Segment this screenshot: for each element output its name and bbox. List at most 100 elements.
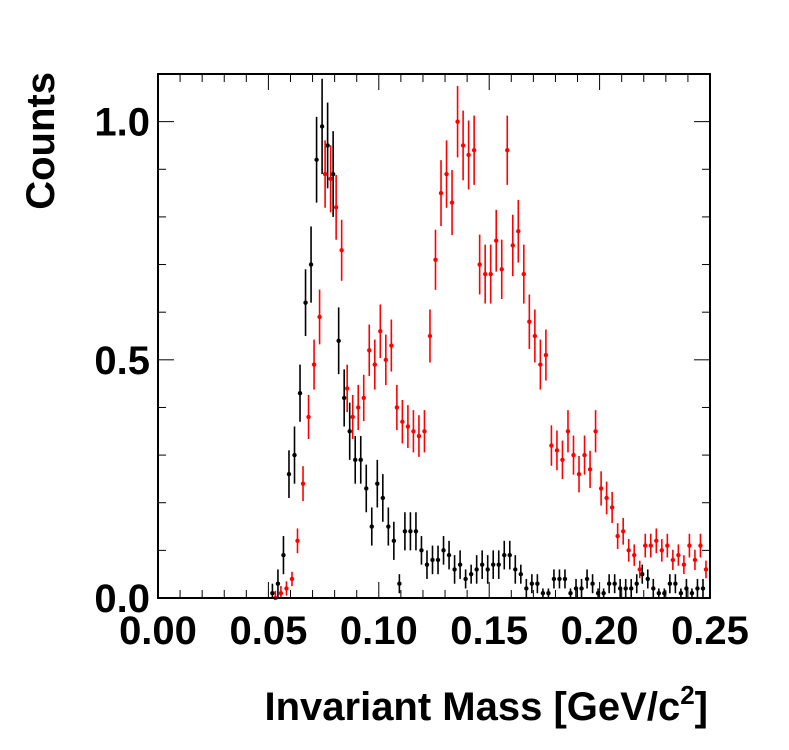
data-point-red — [438, 190, 444, 196]
data-point-red — [482, 271, 488, 277]
data-point-red — [433, 257, 438, 262]
data-point-red — [681, 562, 687, 567]
data-point-red — [576, 471, 582, 477]
data-point-red — [361, 395, 366, 401]
data-point-black — [568, 591, 573, 596]
x-tick-label: 0.20 — [561, 609, 639, 653]
data-point-red — [654, 538, 659, 544]
data-point-black — [496, 562, 501, 567]
data-point-red — [560, 457, 565, 463]
data-point-black — [606, 581, 612, 586]
data-point-red — [367, 348, 372, 353]
data-point-black — [695, 586, 700, 591]
data-point-red — [460, 143, 466, 148]
data-point-black — [419, 548, 424, 553]
data-point-red — [692, 557, 698, 563]
data-point-red — [554, 448, 560, 453]
data-point-red — [284, 586, 289, 591]
data-point-red — [494, 238, 499, 243]
y-tick-label: 0.0 — [94, 577, 150, 621]
data-point-red — [455, 119, 460, 124]
data-point-black — [562, 576, 568, 582]
data-point-red — [521, 271, 527, 277]
data-point-black — [380, 495, 386, 501]
data-point-black — [336, 338, 341, 343]
x-axis-title: Invariant Mass [GeV/c2] — [264, 680, 708, 729]
data-point-red — [306, 414, 311, 420]
series-black — [270, 78, 706, 598]
data-point-black — [502, 552, 507, 558]
data-point-red — [598, 486, 604, 491]
data-point-black — [397, 581, 402, 586]
data-point-red — [659, 548, 665, 553]
data-point-red — [356, 405, 361, 410]
x-tick-label: 0.05 — [229, 609, 307, 653]
data-point-red — [278, 591, 284, 596]
data-point-red — [582, 452, 587, 458]
data-point-black — [314, 157, 319, 162]
data-point-black — [330, 171, 336, 177]
y-axis-title: Counts — [19, 72, 63, 210]
data-point-black — [386, 524, 391, 529]
data-point-red — [416, 433, 422, 439]
data-point-red — [449, 200, 455, 205]
data-point-black — [684, 586, 689, 591]
data-point-red — [328, 176, 333, 181]
data-point-red — [405, 424, 411, 429]
data-point-black — [347, 429, 352, 434]
data-point-red — [300, 481, 306, 486]
data-point-black — [491, 562, 496, 567]
data-point-red — [378, 329, 383, 334]
data-point-black — [375, 481, 380, 486]
data-point-red — [471, 148, 477, 153]
data-point-black — [286, 471, 292, 477]
data-point-black — [634, 581, 639, 586]
data-point-black — [463, 576, 468, 582]
y-tick-label: 1.0 — [94, 101, 150, 145]
data-point-black — [297, 390, 303, 396]
data-point-black — [441, 548, 446, 553]
data-point-black — [402, 529, 408, 534]
data-point-black — [369, 524, 374, 529]
data-point-red — [698, 543, 703, 548]
data-point-red — [703, 567, 709, 572]
y-tick-labels: 0.0 0.5 1.0 — [94, 101, 150, 621]
data-point-black — [546, 591, 551, 596]
data-point-black — [640, 571, 645, 577]
data-point-black — [452, 567, 457, 572]
data-point-black — [413, 529, 419, 534]
data-point-black — [673, 581, 678, 586]
x-tick-label: 0.00 — [119, 609, 197, 653]
data-point-black — [364, 486, 369, 491]
data-point-black — [667, 581, 673, 586]
data-point-red — [670, 557, 676, 563]
data-point-red — [505, 148, 510, 153]
data-point-red — [604, 495, 609, 501]
series-red — [273, 85, 709, 601]
data-point-black — [551, 576, 557, 582]
data-point-black — [584, 576, 590, 582]
data-point-red — [488, 271, 493, 277]
data-point-red — [643, 543, 648, 548]
data-point-red — [477, 262, 482, 267]
data-point-black — [446, 552, 452, 558]
data-point-red — [620, 529, 626, 534]
data-point-red — [637, 567, 642, 572]
data-point-red — [615, 533, 620, 539]
data-point-black — [645, 576, 650, 582]
data-point-black — [518, 571, 524, 577]
data-point-red — [626, 548, 631, 553]
data-point-black — [325, 143, 330, 148]
data-point-black — [573, 586, 579, 591]
data-point-black — [529, 581, 535, 586]
data-point-red — [609, 505, 615, 510]
data-point-red — [466, 152, 471, 158]
data-point-red — [565, 429, 571, 434]
data-point-red — [317, 314, 322, 320]
data-point-black — [557, 576, 562, 582]
y-tick-label: 0.5 — [94, 339, 150, 383]
data-point-red — [339, 248, 344, 253]
data-point-black — [292, 452, 297, 458]
data-point-red — [532, 333, 538, 339]
